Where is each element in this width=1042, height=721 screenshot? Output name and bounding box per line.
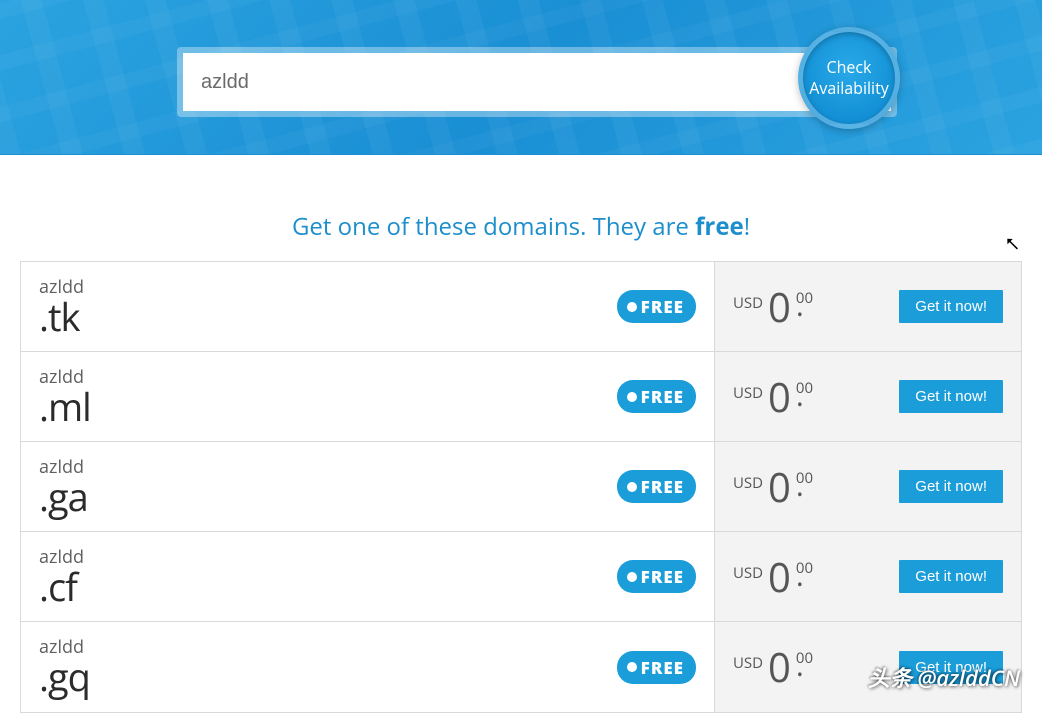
price-cell: USD 0 00 . Get it now! (715, 532, 1021, 621)
price-currency: USD (733, 647, 763, 673)
price: USD 0 00 . (733, 467, 813, 507)
free-badge: FREE (617, 290, 696, 323)
domain-name: azldd .cf (39, 548, 84, 606)
price: USD 0 00 . (733, 557, 813, 597)
results-table: azldd .tk FREE USD 0 00 . Get it now! az… (20, 261, 1022, 713)
domain-name: azldd .ml (39, 368, 91, 426)
domain-cell: azldd .tk FREE (21, 262, 715, 351)
heading-suffix: ! (744, 210, 750, 243)
domain-tld: .ga (39, 478, 88, 516)
domain-tld: .ml (39, 388, 91, 426)
table-row: azldd .cf FREE USD 0 00 . Get it now! (21, 532, 1021, 622)
price-cell: USD 0 00 . Get it now! (715, 352, 1021, 441)
price-currency: USD (733, 377, 763, 403)
table-row: azldd .ga FREE USD 0 00 . Get it now! (21, 442, 1021, 532)
domain-tld: .cf (39, 568, 84, 606)
price-currency: USD (733, 557, 763, 583)
domain-cell: azldd .gq FREE (21, 622, 715, 712)
get-it-now-button[interactable]: Get it now! (899, 470, 1003, 503)
domain-name: azldd .tk (39, 278, 84, 336)
price-cell: USD 0 00 . Get it now! (715, 262, 1021, 351)
domain-name: azldd .gq (39, 638, 90, 696)
free-badge: FREE (617, 560, 696, 593)
heading-prefix: Get one of these domains. They are (292, 210, 695, 243)
price-decimal: 00 . (796, 557, 813, 579)
price-decimal: 00 . (796, 287, 813, 309)
price-integer: 0 (768, 467, 791, 507)
price-decimal: 00 . (796, 377, 813, 399)
price: USD 0 00 . (733, 377, 813, 417)
domain-cell: azldd .ga FREE (21, 442, 715, 531)
table-row: azldd .ml FREE USD 0 00 . Get it now! (21, 352, 1021, 442)
domain-cell: azldd .ml FREE (21, 352, 715, 441)
free-badge: FREE (617, 651, 696, 684)
price-currency: USD (733, 287, 763, 313)
price-currency: USD (733, 467, 763, 493)
table-row: azldd .tk FREE USD 0 00 . Get it now! (21, 262, 1021, 352)
domain-cell: azldd .cf FREE (21, 532, 715, 621)
price: USD 0 00 . (733, 647, 813, 687)
free-badge: FREE (617, 470, 696, 503)
get-it-now-button[interactable]: Get it now! (899, 380, 1003, 413)
domain-tld: .tk (39, 298, 84, 336)
price-integer: 0 (768, 557, 791, 597)
table-row: azldd .gq FREE USD 0 00 . Get it now! (21, 622, 1021, 712)
price-integer: 0 (768, 647, 791, 687)
domain-name: azldd .ga (39, 458, 88, 516)
results-heading: Get one of these domains. They are free! (0, 210, 1042, 243)
search-hero: Check Availability (0, 0, 1042, 155)
price-decimal: 00 . (796, 467, 813, 489)
free-badge: FREE (617, 380, 696, 413)
price-integer: 0 (768, 377, 791, 417)
check-button-line2: Availability (809, 78, 889, 99)
price-cell: USD 0 00 . Get it now! (715, 622, 1021, 712)
heading-highlight: free (695, 210, 744, 243)
get-it-now-button[interactable]: Get it now! (899, 651, 1003, 684)
search-container (177, 47, 897, 117)
price-decimal: 00 . (796, 647, 813, 669)
domain-search-input[interactable] (183, 53, 891, 111)
check-availability-button[interactable]: Check Availability (798, 27, 900, 129)
get-it-now-button[interactable]: Get it now! (899, 560, 1003, 593)
check-button-line1: Check (827, 57, 872, 78)
get-it-now-button[interactable]: Get it now! (899, 290, 1003, 323)
price-integer: 0 (768, 287, 791, 327)
domain-tld: .gq (39, 658, 90, 696)
price-cell: USD 0 00 . Get it now! (715, 442, 1021, 531)
price: USD 0 00 . (733, 287, 813, 327)
